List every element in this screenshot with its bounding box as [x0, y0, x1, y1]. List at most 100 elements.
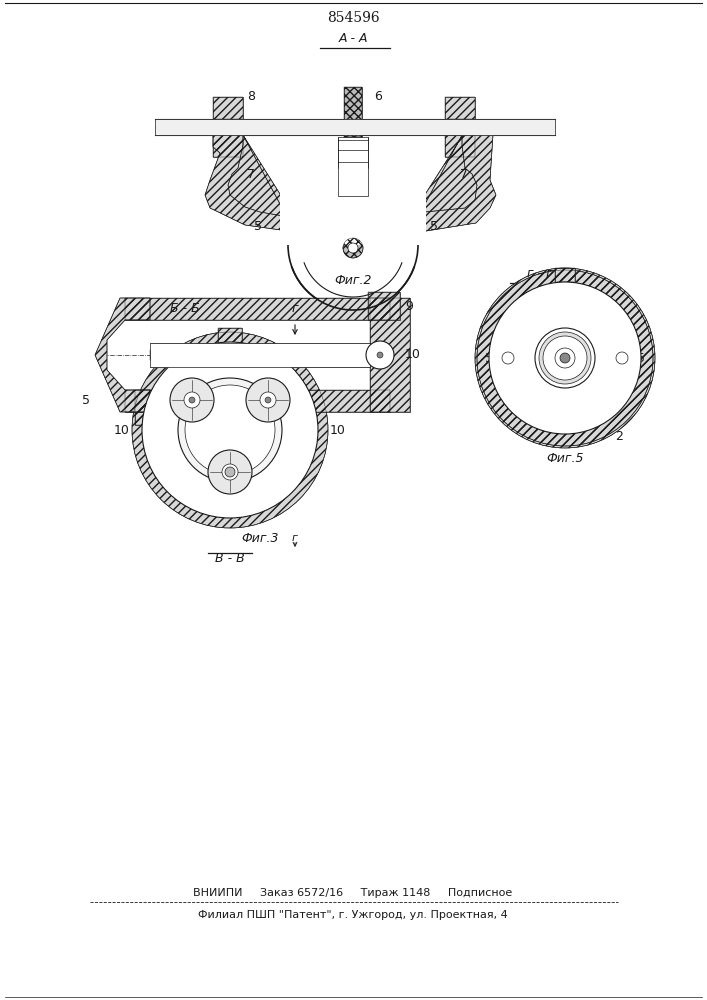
Bar — [213, 97, 243, 119]
Bar — [218, 328, 242, 343]
Text: г: г — [292, 302, 298, 315]
Circle shape — [502, 352, 514, 364]
Bar — [288, 216, 302, 230]
Bar — [370, 298, 410, 412]
Text: 5: 5 — [485, 352, 493, 364]
Text: 10: 10 — [114, 424, 130, 436]
Polygon shape — [205, 135, 295, 232]
Text: 5: 5 — [430, 220, 438, 232]
Circle shape — [348, 243, 358, 253]
Circle shape — [497, 347, 519, 369]
Circle shape — [265, 397, 271, 403]
Text: Б - Б: Б - Б — [170, 302, 200, 315]
Bar — [155, 420, 205, 450]
Bar — [368, 292, 400, 320]
Bar — [125, 390, 390, 412]
Bar — [344, 137, 362, 157]
Text: 7: 7 — [247, 168, 255, 182]
Bar — [368, 292, 400, 320]
Circle shape — [178, 378, 282, 482]
Circle shape — [543, 336, 587, 380]
Bar — [445, 135, 475, 157]
Text: 854596: 854596 — [327, 11, 380, 25]
Circle shape — [535, 328, 595, 388]
Bar — [338, 137, 368, 196]
Circle shape — [377, 352, 383, 358]
Circle shape — [475, 268, 655, 448]
Bar — [445, 97, 475, 119]
Text: Фиг.5: Фиг.5 — [547, 452, 584, 464]
Bar — [555, 268, 575, 282]
Text: 8: 8 — [247, 91, 255, 104]
Bar — [150, 350, 365, 360]
Text: г: г — [292, 533, 298, 543]
Bar — [125, 298, 390, 320]
Circle shape — [170, 378, 214, 422]
Circle shape — [366, 341, 394, 369]
Text: 9: 9 — [405, 300, 413, 312]
Text: 5: 5 — [254, 220, 262, 232]
Bar — [213, 135, 243, 157]
Circle shape — [611, 347, 633, 369]
Circle shape — [227, 469, 233, 475]
Bar — [344, 87, 362, 137]
Circle shape — [530, 323, 600, 393]
Bar — [280, 170, 426, 245]
Circle shape — [616, 352, 628, 364]
Bar — [155, 119, 555, 135]
Bar — [555, 268, 575, 282]
Text: Фиг.3: Фиг.3 — [241, 532, 279, 544]
Circle shape — [254, 386, 282, 414]
Bar — [370, 298, 410, 412]
Circle shape — [185, 385, 275, 475]
Circle shape — [372, 347, 388, 363]
Bar — [150, 350, 365, 360]
Text: 10: 10 — [330, 424, 346, 436]
Text: Фиг.4: Фиг.4 — [166, 422, 204, 434]
Circle shape — [216, 458, 244, 486]
Circle shape — [555, 348, 575, 368]
Bar — [344, 87, 362, 137]
Bar — [344, 137, 362, 157]
Circle shape — [539, 332, 591, 384]
Circle shape — [208, 450, 252, 494]
Circle shape — [288, 180, 418, 310]
Circle shape — [549, 342, 581, 374]
Text: 6: 6 — [374, 91, 382, 104]
Circle shape — [477, 270, 653, 446]
Text: 7: 7 — [460, 168, 468, 182]
Polygon shape — [410, 135, 496, 232]
Text: Фиг.2: Фиг.2 — [334, 273, 372, 286]
Circle shape — [489, 282, 641, 434]
Text: 2: 2 — [615, 430, 623, 442]
Bar — [403, 216, 417, 230]
Circle shape — [189, 397, 195, 403]
Text: ВНИИПИ     Заказ 6572/16     Тираж 1148     Подписное: ВНИИПИ Заказ 6572/16 Тираж 1148 Подписно… — [194, 888, 513, 898]
Bar — [445, 97, 475, 119]
Circle shape — [184, 392, 200, 408]
Bar — [135, 390, 225, 425]
Bar — [445, 135, 475, 157]
Text: г - г: г - г — [527, 267, 553, 280]
Text: 5: 5 — [637, 352, 645, 364]
Text: 10: 10 — [405, 349, 421, 361]
Circle shape — [246, 378, 290, 422]
Circle shape — [227, 469, 233, 475]
Text: А - А: А - А — [338, 32, 368, 45]
Circle shape — [343, 238, 363, 258]
Circle shape — [260, 392, 276, 408]
Bar — [403, 216, 417, 230]
Text: 9: 9 — [177, 393, 185, 406]
Circle shape — [178, 386, 206, 414]
Circle shape — [132, 332, 328, 528]
Bar — [288, 216, 302, 230]
Circle shape — [560, 353, 570, 363]
Circle shape — [225, 467, 235, 477]
Bar — [125, 298, 390, 320]
Bar — [213, 97, 243, 119]
Text: 5: 5 — [82, 393, 90, 406]
Polygon shape — [95, 298, 150, 412]
Bar — [213, 135, 243, 157]
Bar — [218, 328, 242, 343]
Bar — [155, 420, 205, 450]
